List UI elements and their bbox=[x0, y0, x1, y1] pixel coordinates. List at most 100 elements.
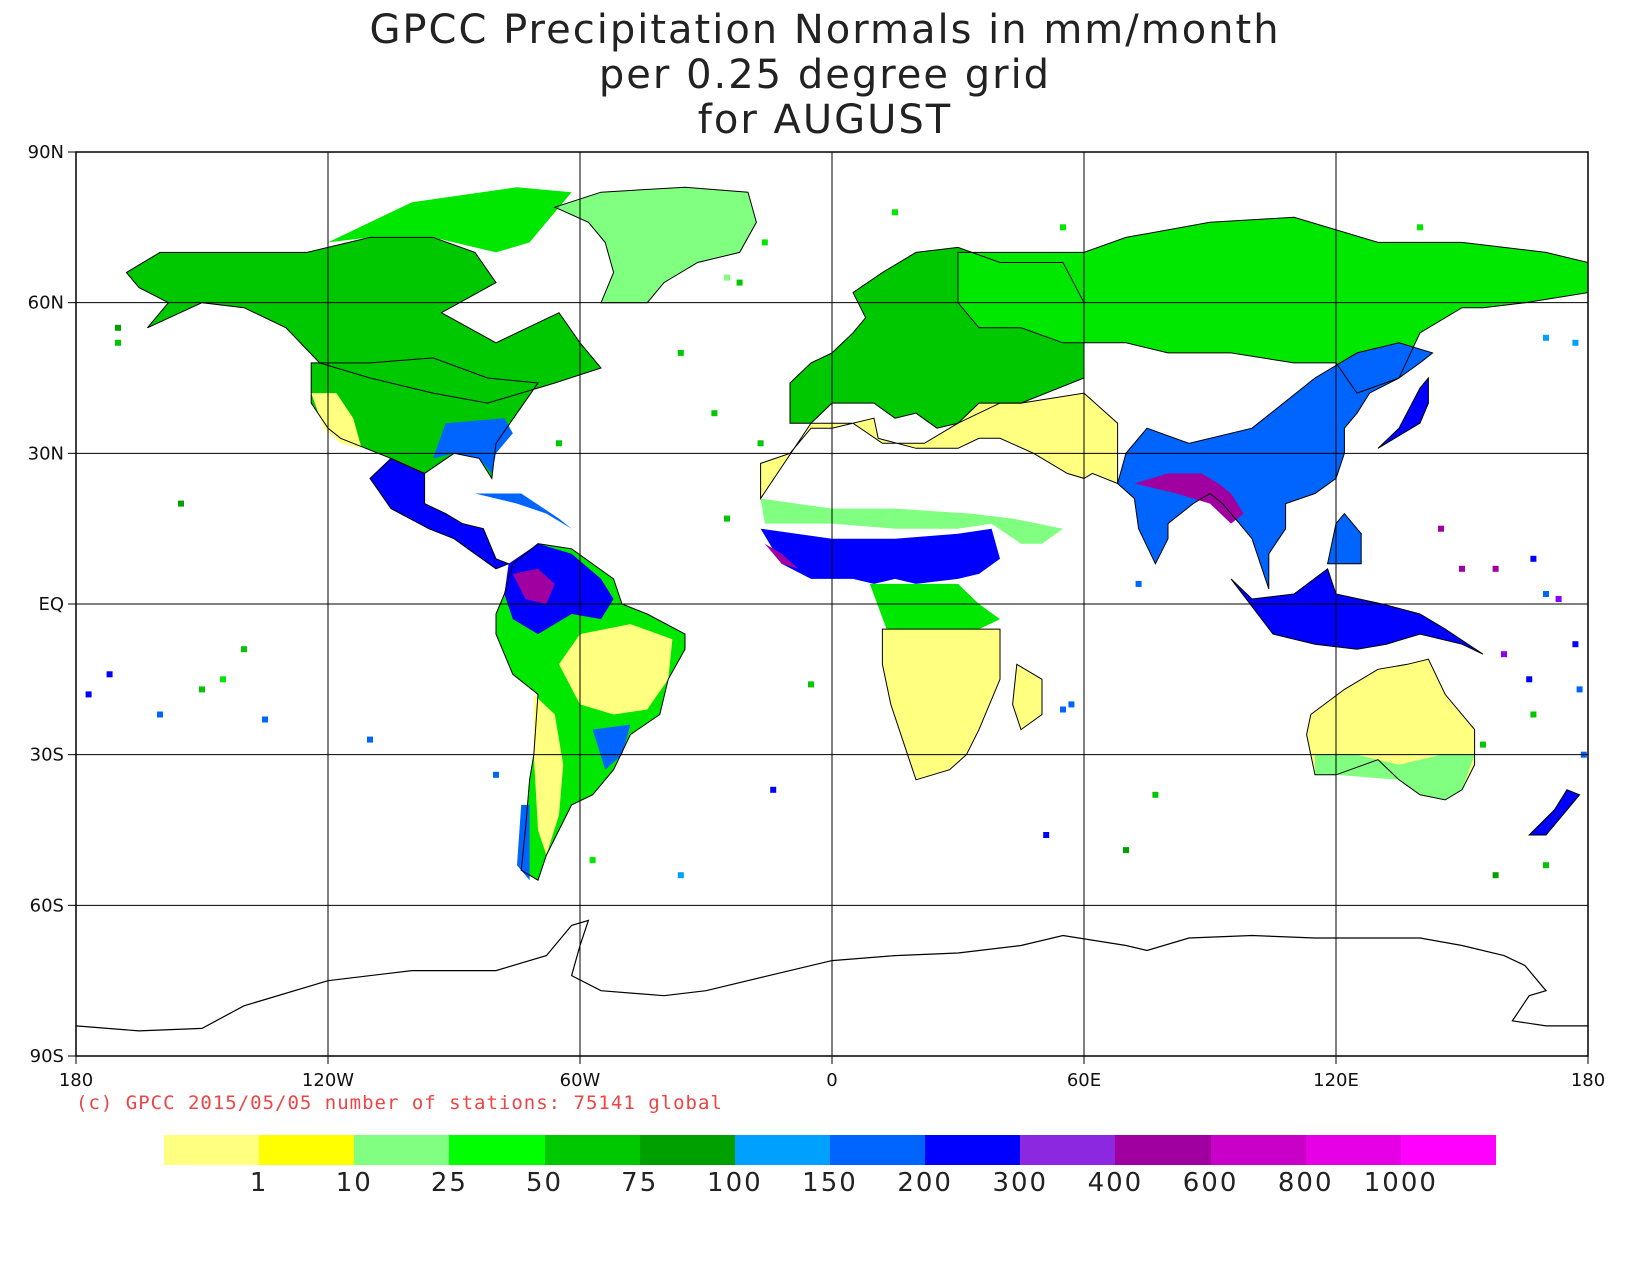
region-north-america-north bbox=[126, 237, 602, 404]
region-us-southwest bbox=[311, 393, 362, 449]
region-south-asia bbox=[1117, 342, 1433, 589]
colorbar-swatch bbox=[734, 1135, 830, 1165]
station-point bbox=[757, 440, 764, 447]
station-point bbox=[1543, 862, 1549, 869]
colorbar-label: 100 bbox=[707, 1168, 763, 1198]
coastline-southern-africa bbox=[881, 628, 1001, 781]
station-point bbox=[1152, 791, 1159, 798]
station-point bbox=[199, 686, 205, 693]
colorbar-swatch bbox=[259, 1135, 355, 1165]
colorbar-label: 1000 bbox=[1363, 1168, 1438, 1198]
station-point bbox=[178, 500, 184, 507]
lon-tick-label: 0 bbox=[826, 1070, 837, 1090]
colorbar-swatch bbox=[925, 1135, 1021, 1165]
region-congo-green bbox=[869, 583, 1000, 640]
station-point bbox=[1459, 565, 1465, 572]
station-point bbox=[1555, 596, 1562, 602]
station-point bbox=[1480, 741, 1486, 748]
station-point bbox=[1572, 641, 1579, 648]
station-point bbox=[157, 711, 163, 718]
colorbar-swatch bbox=[164, 1135, 260, 1165]
station-point bbox=[808, 681, 814, 688]
colorbar-swatch bbox=[1400, 1135, 1496, 1165]
region-caribbean bbox=[475, 493, 572, 529]
coastline-europe bbox=[789, 246, 1085, 429]
station-point bbox=[115, 339, 121, 346]
colorbar-swatch bbox=[829, 1135, 926, 1165]
station-point bbox=[1530, 555, 1537, 562]
station-point bbox=[493, 771, 499, 778]
colorbar-label: 600 bbox=[1182, 1168, 1239, 1198]
colorbar-label: 75 bbox=[621, 1168, 659, 1198]
station-point bbox=[1123, 847, 1129, 854]
colorbar-swatch bbox=[639, 1135, 735, 1165]
region-maritime-asia bbox=[1231, 568, 1483, 655]
station-point bbox=[1068, 701, 1075, 708]
title-line-3: for AUGUST bbox=[697, 97, 953, 143]
region-southern-chile bbox=[517, 804, 530, 881]
colorbar-swatch bbox=[1210, 1135, 1306, 1165]
station-point bbox=[1438, 525, 1444, 532]
colorbar-labels: 1 10 25 50 75 100 150 200 300 400 600 800 1000 bbox=[164, 1168, 1496, 1202]
coastline-madagascar bbox=[1012, 663, 1043, 731]
station-point bbox=[1135, 580, 1142, 587]
colorbar-label: 25 bbox=[430, 1168, 468, 1198]
station-point bbox=[1043, 832, 1050, 838]
lat-tick-label: 60S bbox=[30, 895, 64, 916]
station-point bbox=[556, 440, 562, 447]
station-point bbox=[761, 239, 768, 246]
axis-tick-labels: 90N 60N 30N EQ 30S 60S 90S 180 120W 60W 0 60E 120E 18… bbox=[28, 142, 1606, 1090]
station-point bbox=[770, 786, 777, 793]
region-colombia-core bbox=[512, 568, 555, 604]
region-canadian-arctic bbox=[328, 187, 572, 253]
lon-tick-label: 120W bbox=[302, 1070, 354, 1090]
colorbar-label: 150 bbox=[802, 1168, 858, 1198]
station-point bbox=[892, 209, 898, 216]
station-point bbox=[711, 410, 718, 417]
station-point bbox=[220, 676, 226, 683]
station-point bbox=[1572, 339, 1579, 346]
lon-tick-label: 180 bbox=[1571, 1070, 1605, 1090]
station-point bbox=[677, 349, 684, 356]
station-point bbox=[1060, 706, 1066, 713]
region-central-america bbox=[370, 458, 509, 569]
colorbar-label: 1 bbox=[249, 1168, 269, 1198]
station-point bbox=[736, 279, 743, 286]
colorbar-swatch bbox=[449, 1135, 545, 1165]
region-us-southeast-wet bbox=[433, 418, 513, 474]
colorbar-label: 300 bbox=[992, 1168, 1049, 1198]
coastline-australia bbox=[1306, 658, 1476, 801]
region-madagascar bbox=[1012, 664, 1042, 730]
colorbar-label: 200 bbox=[897, 1168, 953, 1198]
region-north-africa-arabia-dry bbox=[760, 393, 1118, 499]
region-amazon-wet bbox=[504, 543, 614, 635]
region-south-brazil-wet bbox=[592, 724, 631, 770]
colorbar-swatch bbox=[354, 1135, 450, 1165]
gridlines bbox=[76, 152, 1588, 1056]
station-point bbox=[85, 691, 92, 698]
station-point bbox=[1530, 711, 1537, 718]
lon-tick-label: 120E bbox=[1313, 1070, 1359, 1090]
station-point bbox=[1501, 651, 1507, 658]
title-line-2: per 0.25 degree grid bbox=[598, 52, 1052, 98]
colorbar bbox=[164, 1135, 1496, 1165]
region-south-cone-dry bbox=[533, 694, 564, 856]
colorbar-swatch bbox=[1305, 1135, 1401, 1165]
colorbar-label: 10 bbox=[335, 1168, 373, 1198]
station-point bbox=[1417, 224, 1423, 231]
precipitation-regions bbox=[126, 187, 1588, 881]
chart-title: GPCC Precipitation Normals in mm/month p… bbox=[0, 8, 1650, 143]
coastline-russia-siberia bbox=[957, 216, 1589, 394]
copyright-note: (c) GPCC 2015/05/05 number of stations: … bbox=[76, 1092, 723, 1114]
coastline-north-africa-arabia-dry bbox=[760, 392, 1119, 501]
station-point bbox=[1526, 676, 1533, 683]
station-point bbox=[1576, 686, 1583, 693]
lat-tick-label: 90N bbox=[28, 142, 64, 163]
region-sahara-core bbox=[853, 438, 950, 484]
station-point bbox=[106, 671, 113, 678]
station-point bbox=[367, 736, 373, 743]
region-monsoon-core bbox=[1134, 473, 1244, 524]
region-new-zealand bbox=[1529, 789, 1580, 835]
station-point bbox=[677, 872, 684, 879]
colorbar-label: 400 bbox=[1087, 1168, 1144, 1198]
